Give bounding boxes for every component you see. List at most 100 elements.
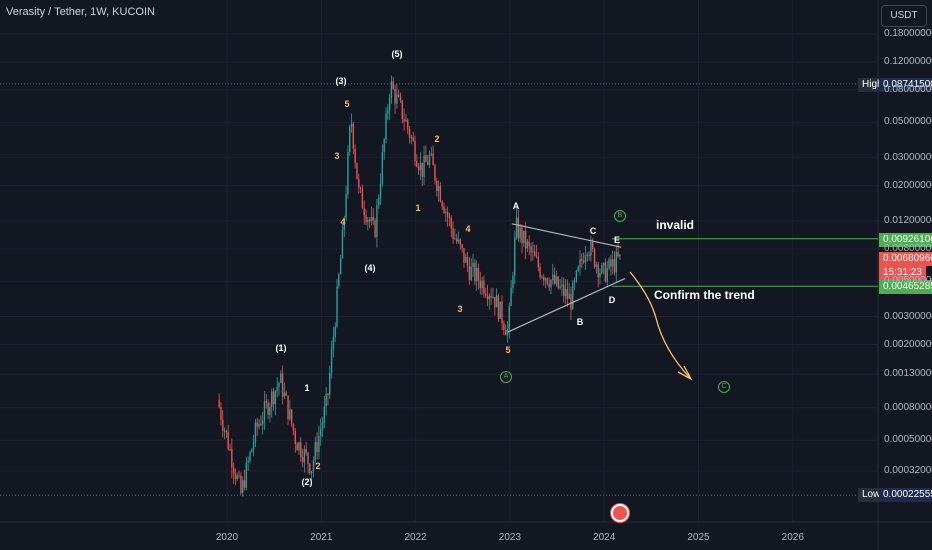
candle-body xyxy=(309,463,311,474)
candle-body xyxy=(381,152,384,184)
candle-body xyxy=(593,248,596,267)
candle-body xyxy=(321,422,324,429)
candle-body xyxy=(572,282,574,310)
wave-label-sub5a: 5 xyxy=(344,99,350,109)
wave-label-D: D xyxy=(608,295,616,305)
candle-body xyxy=(452,228,454,239)
candle-body xyxy=(501,301,503,324)
candle-body xyxy=(367,219,369,223)
high-price-tag: 0.08741500 xyxy=(879,78,932,92)
candle-body xyxy=(245,462,248,488)
candle-body xyxy=(557,276,559,288)
y-tick-label: 0.00130000 xyxy=(884,368,932,380)
candle-body xyxy=(368,219,371,222)
candle-body xyxy=(555,276,558,284)
wave-label-sub2b: 2 xyxy=(434,134,440,144)
candle-body xyxy=(408,128,411,138)
candle-body xyxy=(417,166,420,171)
candle-body xyxy=(261,420,264,425)
candle-body xyxy=(314,442,316,461)
candle-body xyxy=(559,286,561,288)
candle-body xyxy=(323,406,326,423)
candle-body xyxy=(539,267,541,278)
candle-body xyxy=(588,254,590,256)
candle-body xyxy=(497,295,500,319)
candle-body xyxy=(383,139,385,153)
candle-body xyxy=(514,237,516,276)
candle-body xyxy=(490,295,492,298)
candle-body xyxy=(287,395,289,420)
candle-body xyxy=(343,217,345,230)
candle-body xyxy=(372,217,374,221)
candle-body xyxy=(376,205,378,237)
candle-body xyxy=(247,460,249,463)
candle-body xyxy=(599,272,601,278)
candle-body xyxy=(240,475,242,493)
y-tick-label: 0.00300000 xyxy=(884,310,932,322)
candle-body xyxy=(537,256,540,268)
candle-body xyxy=(459,239,462,245)
x-tick-label: 2021 xyxy=(310,532,333,543)
candle-body xyxy=(419,162,422,171)
candle-body xyxy=(541,276,543,278)
candle-body xyxy=(474,262,476,282)
candle-body xyxy=(379,183,382,199)
y-tick-label: 0.08000000 xyxy=(884,83,932,95)
candle-body xyxy=(229,448,231,450)
wave-label-sub3b: 3 xyxy=(457,304,463,314)
candle-body xyxy=(432,153,434,166)
candle-body xyxy=(296,443,298,451)
candle-body xyxy=(339,258,342,275)
candle-body xyxy=(483,280,485,294)
candle-body xyxy=(269,406,271,415)
candle-body xyxy=(439,186,442,202)
candle-body xyxy=(332,336,335,350)
candle-body xyxy=(358,178,360,188)
candle-body xyxy=(456,238,458,242)
candle-body xyxy=(316,442,318,453)
candle-body xyxy=(387,110,389,114)
candle-body xyxy=(252,442,255,450)
candle-body xyxy=(307,452,309,464)
candle-body xyxy=(396,94,398,104)
currency-selector[interactable]: USDT xyxy=(881,5,927,27)
candle-body xyxy=(530,245,532,253)
candle-body xyxy=(428,154,431,165)
triangle-lower-line xyxy=(507,278,626,333)
candle-body xyxy=(443,206,445,213)
candle-body xyxy=(349,126,351,152)
candle-body xyxy=(390,81,393,98)
x-tick-label: 2022 xyxy=(404,532,427,543)
candle-body xyxy=(472,262,474,267)
candle-body xyxy=(521,227,523,244)
candle-body xyxy=(258,423,260,427)
candle-body xyxy=(425,155,427,162)
candle-body xyxy=(300,442,302,458)
candle-body xyxy=(606,268,608,282)
invalid-annotation: invalid xyxy=(656,218,695,232)
candle-body xyxy=(441,201,443,207)
candle-body xyxy=(544,278,547,281)
wave-label-C: C xyxy=(589,226,597,236)
candle-body xyxy=(374,220,376,237)
wave-label-sub3a: 3 xyxy=(334,151,340,161)
candle-body xyxy=(403,119,405,122)
y-tick-label: 0.02000000 xyxy=(884,179,932,191)
candle-body xyxy=(533,251,536,256)
candle-body xyxy=(338,274,340,287)
us-flag-event-icon[interactable] xyxy=(611,504,629,522)
candle-body xyxy=(283,392,286,397)
candle-body xyxy=(546,278,549,284)
candle-body xyxy=(361,188,364,209)
candle-body xyxy=(604,263,607,282)
candle-body xyxy=(577,266,579,271)
candle-body xyxy=(446,212,449,217)
candle-body xyxy=(276,386,278,391)
y-tick-label: 0.00032000 xyxy=(884,465,932,476)
candle-body xyxy=(548,283,550,288)
candle-body xyxy=(457,239,460,242)
candle-body xyxy=(330,349,333,373)
candle-body xyxy=(218,399,220,408)
candle-body xyxy=(561,284,563,287)
